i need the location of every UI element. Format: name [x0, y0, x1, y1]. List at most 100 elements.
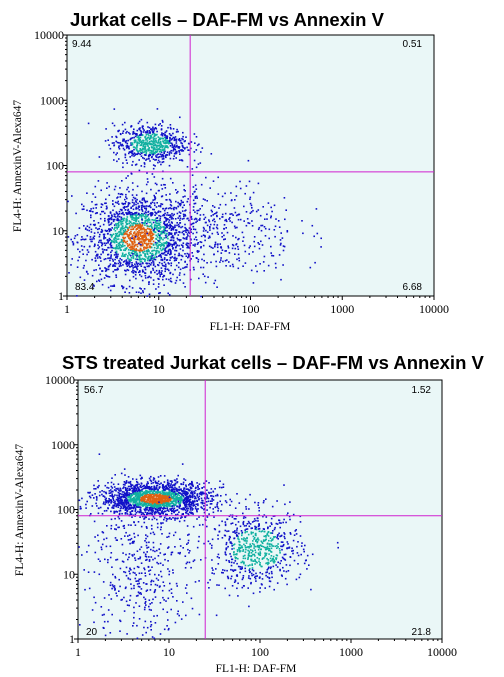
- event-dot: [191, 509, 194, 511]
- event-dot: [191, 495, 193, 498]
- event-dot: [126, 499, 128, 502]
- event-dot: [79, 505, 82, 508]
- event-dot: [165, 500, 167, 502]
- event-dot: [139, 263, 141, 266]
- event-dot: [157, 227, 160, 229]
- event-dot: [153, 493, 156, 495]
- event-dot: [182, 201, 184, 204]
- event-dot: [151, 507, 154, 510]
- event-dot: [134, 233, 137, 236]
- event-dot: [164, 495, 167, 498]
- event-dot: [167, 491, 170, 494]
- event-dot: [132, 501, 135, 503]
- event-dot: [186, 266, 188, 268]
- event-dot: [221, 249, 224, 251]
- event-dot: [192, 508, 194, 510]
- event-dot: [181, 231, 183, 234]
- event-dot: [183, 237, 186, 240]
- quadrant-upper-right-percent: 0.51: [403, 39, 423, 50]
- event-dot: [238, 543, 241, 546]
- event-dot: [131, 150, 134, 153]
- event-dot: [122, 227, 124, 230]
- event-dot: [155, 252, 158, 254]
- event-dot: [166, 151, 169, 153]
- event-dot: [210, 261, 212, 264]
- event-dot: [147, 248, 149, 251]
- event-dot: [206, 489, 208, 491]
- event-dot: [172, 150, 174, 152]
- event-dot: [101, 513, 104, 515]
- event-dot: [154, 148, 156, 151]
- event-dot: [101, 490, 103, 492]
- event-dot: [136, 490, 138, 493]
- event-dot: [116, 255, 119, 258]
- event-dot: [136, 489, 138, 492]
- event-dot: [109, 217, 112, 220]
- event-dot: [287, 512, 289, 514]
- event-dot: [195, 218, 198, 220]
- event-dot: [133, 497, 136, 500]
- event-dot: [169, 253, 171, 256]
- event-dot: [145, 237, 147, 240]
- event-dot: [125, 221, 127, 224]
- event-dot: [146, 178, 149, 180]
- event-dot: [274, 225, 277, 228]
- event-dot: [131, 211, 133, 214]
- event-dot: [86, 192, 88, 194]
- event-dot: [152, 130, 155, 133]
- event-dot: [192, 255, 194, 257]
- event-dot: [208, 482, 210, 484]
- event-dot: [115, 504, 118, 506]
- event-dot: [143, 242, 146, 245]
- event-dot: [138, 139, 141, 141]
- event-dot: [155, 506, 157, 509]
- event-dot: [94, 185, 97, 188]
- event-dot: [121, 217, 124, 220]
- event-dot: [142, 512, 144, 514]
- event-dot: [209, 506, 211, 509]
- event-dot: [143, 521, 146, 524]
- event-dot: [119, 244, 121, 246]
- event-dot: [142, 497, 145, 499]
- event-dot: [156, 144, 159, 147]
- event-dot: [145, 183, 148, 186]
- event-dot: [160, 271, 163, 274]
- event-dot: [201, 491, 203, 494]
- event-dot: [215, 265, 218, 268]
- event-dot: [158, 493, 161, 496]
- event-dot: [106, 187, 108, 189]
- event-dot: [135, 493, 137, 496]
- event-dot: [171, 502, 173, 504]
- event-dot: [135, 194, 138, 196]
- event-dot: [157, 286, 160, 288]
- event-dot: [154, 241, 157, 244]
- event-dot: [153, 144, 155, 147]
- event-dot: [168, 517, 170, 520]
- event-dot: [141, 269, 144, 271]
- event-dot: [194, 202, 197, 205]
- event-dot: [272, 545, 275, 547]
- event-dot: [193, 159, 196, 162]
- event-dot: [124, 228, 127, 231]
- event-dot: [160, 237, 163, 240]
- event-dot: [159, 292, 161, 294]
- event-dot: [154, 152, 156, 155]
- event-dot: [126, 206, 128, 208]
- event-dot: [157, 498, 159, 501]
- event-dot: [154, 498, 156, 500]
- event-dot: [161, 119, 164, 122]
- event-dot: [190, 238, 192, 241]
- event-dot: [141, 231, 143, 233]
- event-dot: [184, 497, 187, 499]
- x-axis-label: FL1-H: DAF-FM: [210, 321, 291, 333]
- event-dot: [136, 143, 139, 146]
- event-dot: [105, 230, 108, 232]
- event-dot: [159, 217, 162, 220]
- event-dot: [162, 158, 165, 160]
- event-dot: [114, 251, 117, 254]
- event-dot: [135, 505, 138, 508]
- event-dot: [190, 505, 192, 508]
- event-dot: [170, 232, 172, 234]
- event-dot: [200, 246, 202, 249]
- event-dot: [108, 194, 111, 196]
